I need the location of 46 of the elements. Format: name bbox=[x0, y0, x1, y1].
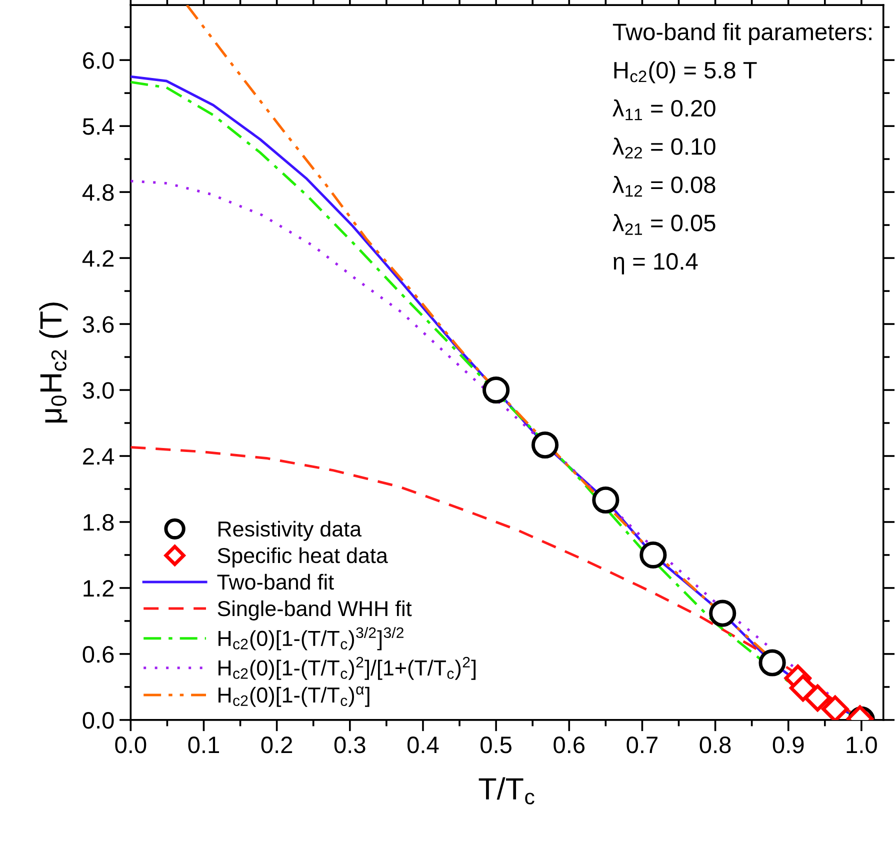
point bbox=[789, 674, 816, 702]
y-tick-label: 3.6 bbox=[82, 316, 114, 333]
x-tick-label: 0.2 bbox=[261, 736, 292, 754]
point bbox=[592, 486, 620, 514]
y-tick-label: 3.0 bbox=[82, 382, 114, 399]
point bbox=[804, 684, 832, 712]
x-axis-title: T/T$_{c}$ bbox=[478, 777, 534, 804]
y-tick-label: 1.2 bbox=[84, 580, 114, 597]
legend-label: Single-band WHH fit bbox=[218, 600, 412, 620]
annotation: Two-band fit parameters: bbox=[612, 22, 872, 45]
x-tick-label: 0.1 bbox=[188, 736, 220, 754]
y-tick-label: 6.0 bbox=[83, 52, 114, 69]
x-tick-label: 0.9 bbox=[772, 736, 804, 754]
y-tick-label: 5.4 bbox=[82, 118, 114, 135]
y-tick-label: 1.8 bbox=[84, 514, 114, 531]
x-tick-label: 0.5 bbox=[480, 736, 512, 754]
point bbox=[640, 541, 667, 569]
y-tick-label: 4.2 bbox=[82, 250, 114, 267]
point bbox=[758, 649, 786, 676]
point bbox=[709, 600, 736, 627]
text: H$_{c2}$(0)[1-(T/T$_{c}$)$^{2}$]/[1+(T/T$_{c}$)$^{2}$] bbox=[218, 656, 476, 680]
annotation: λ$_{11}$ = 0.20 bbox=[612, 99, 716, 120]
x-tick-label: 0.0 bbox=[115, 736, 146, 754]
annotation: η = 10.4 bbox=[614, 253, 698, 274]
x-tick-label: 1.0 bbox=[846, 736, 877, 754]
x-tick-label: 0.3 bbox=[334, 736, 366, 754]
annotation: H$_{c2}$(0) = 5.8 T bbox=[614, 61, 757, 84]
point bbox=[531, 431, 559, 459]
x-tick-label: 0.6 bbox=[554, 736, 585, 754]
point bbox=[482, 376, 510, 404]
annotation: λ$_{22}$ = 0.10 bbox=[612, 138, 716, 158]
legend-label: H$_{c2}$(0)[1-(T/T$_{c}$)$^{α}$] bbox=[218, 686, 370, 707]
annotation: λ$_{12}$ = 0.08 bbox=[612, 176, 716, 197]
y-tick-label: 0.0 bbox=[82, 712, 114, 729]
x-tick-label: 0.4 bbox=[407, 736, 439, 754]
legend-label: Specific heat data bbox=[218, 547, 388, 568]
legend-label: Resistivity data bbox=[218, 520, 362, 541]
y-tick-label: 4.8 bbox=[82, 184, 114, 201]
legend-label: Two-band fit bbox=[217, 574, 334, 590]
legend-label: H$_{c2}$(0)[1-(T/T$_{c}$)$^{3/2}$]$^{3/2}$ bbox=[218, 626, 404, 650]
annotation: λ$_{21}$ = 0.05 bbox=[612, 214, 716, 235]
y-axis-title: μ$_{0}$H$_{c2}$ (T) bbox=[39, 302, 68, 422]
y-tick-label: 2.4 bbox=[83, 448, 114, 465]
y-tick-label: 0.6 bbox=[82, 646, 114, 663]
x-tick-label: 0.8 bbox=[700, 736, 731, 754]
x-tick-label: 0.7 bbox=[626, 736, 658, 754]
